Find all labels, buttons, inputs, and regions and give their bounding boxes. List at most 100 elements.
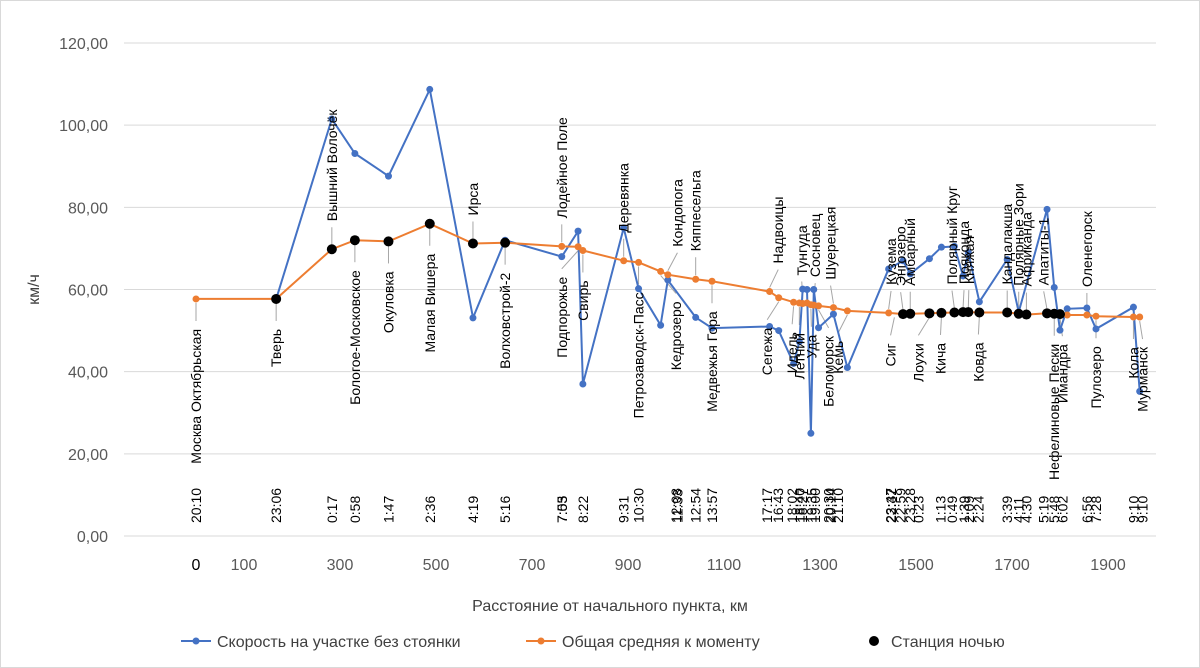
average-speed-point <box>1136 313 1144 321</box>
segment-speed-point <box>1129 303 1137 311</box>
average-speed-point <box>766 288 774 296</box>
x-axis: 0 100 300 500 700 900 1100 1300 1500 1700 1900 <box>192 557 1126 574</box>
station-name-label: Сиг <box>883 343 899 366</box>
leader-line <box>766 301 780 320</box>
station-name-label: Идель <box>784 332 800 373</box>
segment-speed-point <box>620 224 628 232</box>
station-name-label: Кемь <box>830 341 846 374</box>
y-tick-label: 60,00 <box>68 283 108 300</box>
leader-line <box>900 292 904 311</box>
average-speed-point <box>885 309 893 317</box>
y-tick-label: 0,00 <box>77 529 108 546</box>
station-name-label: Кедрозеро <box>668 301 684 370</box>
x-tick-label: 900 <box>615 557 642 574</box>
segment-speed-point <box>664 276 672 284</box>
segment-speed-point <box>950 242 958 250</box>
legend-label: Скорость на участке без стоянки <box>217 634 461 651</box>
average-speed-point <box>620 257 628 265</box>
station-name-label: Ирса <box>465 183 481 216</box>
station-time-label: 12:54 <box>688 488 704 523</box>
station-time-label: 20:14 <box>823 488 839 523</box>
segment-speed-point <box>328 115 336 123</box>
night-station-point <box>424 218 435 229</box>
leader-line <box>917 317 930 336</box>
station-time-label: 10:30 <box>631 488 647 523</box>
segment-speed-point <box>810 286 818 293</box>
night-station-point <box>383 236 394 247</box>
station-time-label: 19:00 <box>807 488 823 523</box>
average-speed-point <box>775 294 783 302</box>
night-station-point <box>924 308 935 319</box>
station-time-label: 12:08 <box>668 488 684 523</box>
y-tick-label: 40,00 <box>68 365 108 382</box>
segment-speed-point <box>708 324 716 332</box>
station-name-label: Сегежа <box>759 328 775 376</box>
segment-speed-point <box>807 429 815 437</box>
segment-speed-point <box>1092 325 1100 333</box>
leader-line <box>890 317 895 336</box>
y-axis-title: км/ч <box>26 274 43 305</box>
station-time-label: 18:27 <box>794 488 810 523</box>
station-time-label: 3:39 <box>999 496 1015 523</box>
station-time-label: 4:19 <box>465 496 481 523</box>
leader-line <box>837 314 848 334</box>
station-name-label: Вышний Волочёк <box>324 109 340 222</box>
night-station-point <box>1042 308 1053 319</box>
station-name-label: Кандалакша <box>999 204 1015 285</box>
station-name-label: Беломорск <box>821 335 837 407</box>
station-time-label: 23:28 <box>902 488 918 523</box>
series <box>192 85 1144 437</box>
x-tick-label: 500 <box>423 557 450 574</box>
station-name-label: Сосновец <box>807 214 823 278</box>
segment-speed-point <box>1136 387 1144 395</box>
station-time-label: 0:49 <box>944 496 960 523</box>
station-name-label: Кузема <box>883 238 899 285</box>
legend-marker <box>869 636 879 646</box>
station-time-label: 8:22 <box>575 496 591 523</box>
station-name-label: Оленегорск <box>1079 210 1095 287</box>
station-name-label: Шуерецкая <box>823 207 839 280</box>
y-tick-label: 80,00 <box>68 200 108 217</box>
station-name-label: Кондопога <box>669 179 685 247</box>
night-station-point <box>905 308 916 319</box>
station-name-label: Имандра <box>1054 344 1070 403</box>
average-speed-point <box>1063 311 1071 319</box>
y-tick-label: 100,00 <box>59 118 108 135</box>
station-name-label: Лоухи <box>910 343 926 382</box>
station-name-label: Петрозаводск-Пасс <box>631 292 647 418</box>
average-speed-point <box>843 307 851 315</box>
segment-speed-point <box>384 172 392 180</box>
station-time-label: 4:11 <box>1011 497 1027 523</box>
station-name-label: Лодейное Поле <box>554 117 570 218</box>
y-tick-label: 120,00 <box>59 36 108 53</box>
station-time-label: 0:23 <box>910 496 926 523</box>
segment-speed-point <box>775 327 783 335</box>
night-station-point <box>936 307 947 318</box>
legend: Скорость на участке без стоянки Общая сре… <box>181 634 1005 651</box>
station-time-label: 9:10 <box>1135 496 1151 523</box>
segment-speed-point <box>351 150 359 158</box>
station-name-label: Малая Вишера <box>422 254 438 353</box>
segment-speed-point <box>574 227 582 235</box>
leader-line <box>962 290 965 309</box>
station-time-label: 6:02 <box>1054 496 1070 523</box>
station-time-label: 2:36 <box>422 496 438 523</box>
x-tick-label: 1700 <box>994 557 1030 574</box>
leader-line <box>561 250 579 270</box>
night-station-point <box>949 307 960 318</box>
station-time-label: 4:30 <box>1018 496 1034 523</box>
station-name-label: Тунгуда <box>794 225 810 275</box>
average-speed-point <box>1129 313 1137 321</box>
station-time-label: 21:10 <box>830 488 846 523</box>
segment-speed-point <box>1050 283 1058 291</box>
station-name-label: Африканда <box>1018 212 1034 287</box>
average-speed-point <box>635 258 643 266</box>
average-speed-point <box>1083 311 1091 319</box>
station-name-label: Подпорожье <box>554 277 570 358</box>
station-name-label: Амбарный <box>902 218 918 286</box>
station-name-label: Летний <box>791 333 807 379</box>
segment-speed-point <box>899 257 907 265</box>
segment-speed-point <box>692 313 700 321</box>
station-time-label: 2:09 <box>961 496 977 523</box>
